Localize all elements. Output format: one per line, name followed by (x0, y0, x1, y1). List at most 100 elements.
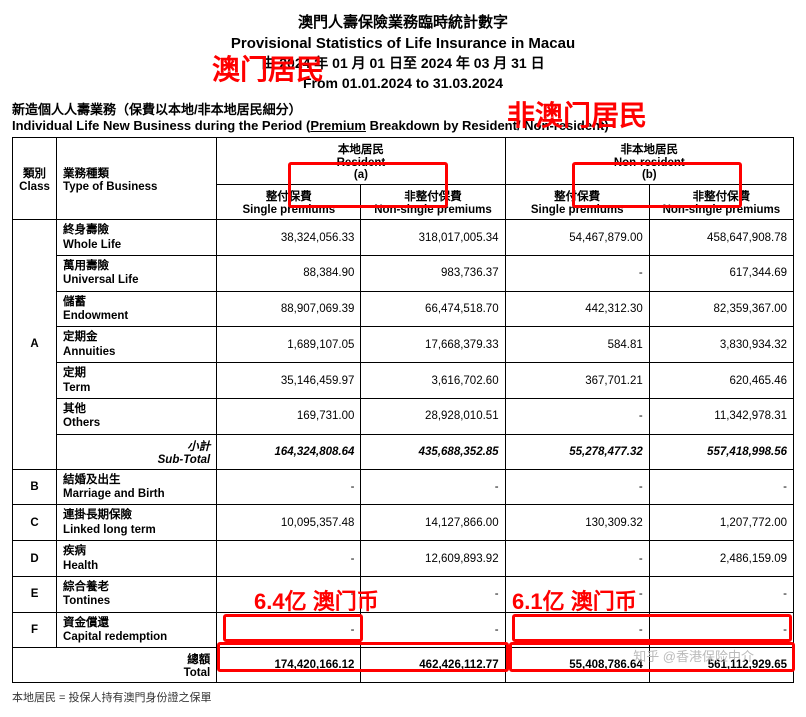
table-cell: 557,418,998.56 (649, 434, 793, 469)
table-cell: - (361, 576, 505, 612)
table-cell: - (217, 612, 361, 648)
type-cell: 終身壽險Whole Life (57, 220, 217, 256)
table-cell: - (649, 576, 793, 612)
table-row: 儲蓄Endowment88,907,069.3966,474,518.70442… (13, 291, 794, 327)
table-cell: 1,207,772.00 (649, 505, 793, 541)
table-cell: 11,342,978.31 (649, 398, 793, 434)
table-cell: 164,324,808.64 (217, 434, 361, 469)
table-cell: - (505, 398, 649, 434)
table-row: E綜合養老Tontines---- (13, 576, 794, 612)
table-cell: - (505, 576, 649, 612)
table-cell: 435,688,352.85 (361, 434, 505, 469)
table-cell: - (505, 469, 649, 505)
type-cell: 其他Others (57, 398, 217, 434)
table-row: 定期金Annuities1,689,107.0517,668,379.33584… (13, 327, 794, 363)
class-A: A (13, 220, 57, 470)
table-cell: 28,928,010.51 (361, 398, 505, 434)
table-row: A終身壽險Whole Life38,324,056.33318,017,005.… (13, 220, 794, 256)
table-cell: 983,736.37 (361, 255, 505, 291)
subheader-en: Individual Life New Business during the … (12, 118, 794, 133)
class-B: B (13, 469, 57, 505)
col-nres-nonsingle: 非整付保費Non-single premiums (649, 185, 793, 220)
table-row: 定期Term35,146,459.973,616,702.60367,701.2… (13, 363, 794, 399)
class-E: E (13, 576, 57, 612)
header: 澳門人壽保險業務臨時統計數字 Provisional Statistics of… (12, 12, 794, 93)
type-cell: 定期Term (57, 363, 217, 399)
total-label: 總額Total (13, 648, 217, 683)
table-cell: 12,609,893.92 (361, 541, 505, 577)
table-cell: 35,146,459.97 (217, 363, 361, 399)
table-cell: 17,668,379.33 (361, 327, 505, 363)
col-resident: 本地居民Resident(a) (217, 138, 505, 185)
table-cell: - (217, 576, 361, 612)
subheader-zh: 新造個人人壽業務（保費以本地/非本地居民細分） (12, 99, 794, 118)
col-nonresident: 非本地居民Non-resident(b) (505, 138, 793, 185)
table-cell: 54,467,879.00 (505, 220, 649, 256)
table-cell: 66,474,518.70 (361, 291, 505, 327)
col-res-single: 整付保費Single premiums (217, 185, 361, 220)
type-cell: 疾病Health (57, 541, 217, 577)
table-row: D疾病Health-12,609,893.92-2,486,159.09 (13, 541, 794, 577)
table-cell: 10,095,357.48 (217, 505, 361, 541)
table-cell: 458,647,908.78 (649, 220, 793, 256)
table-cell: 3,616,702.60 (361, 363, 505, 399)
col-class: 類別Class (13, 138, 57, 220)
table-cell: 82,359,367.00 (649, 291, 793, 327)
table-cell: 617,344.69 (649, 255, 793, 291)
class-F: F (13, 612, 57, 648)
table-cell: - (217, 469, 361, 505)
class-C: C (13, 505, 57, 541)
table-cell: 88,907,069.39 (217, 291, 361, 327)
table-cell: 3,830,934.32 (649, 327, 793, 363)
type-cell: 綜合養老Tontines (57, 576, 217, 612)
table-body: A終身壽險Whole Life38,324,056.33318,017,005.… (13, 220, 794, 683)
table-cell: 55,408,786.64 (505, 648, 649, 683)
table-cell: 318,017,005.34 (361, 220, 505, 256)
table-cell: 14,127,866.00 (361, 505, 505, 541)
table-cell: 584.81 (505, 327, 649, 363)
total-row: 總額Total174,420,166.12462,426,112.7755,40… (13, 648, 794, 683)
col-type: 業務種類Type of Business (57, 138, 217, 220)
type-cell: 儲蓄Endowment (57, 291, 217, 327)
table-cell: - (361, 612, 505, 648)
table-row: 萬用壽險Universal Life88,384.90983,736.37-61… (13, 255, 794, 291)
title-en: Provisional Statistics of Life Insurance… (12, 33, 794, 54)
table-cell: 367,701.21 (505, 363, 649, 399)
page: 澳門人壽保險業務臨時統計數字 Provisional Statistics of… (12, 12, 794, 705)
table-cell: 561,112,929.65 (649, 648, 793, 683)
table-cell: - (505, 255, 649, 291)
col-res-nonsingle: 非整付保費Non-single premiums (361, 185, 505, 220)
table-cell: 169,731.00 (217, 398, 361, 434)
type-cell: 定期金Annuities (57, 327, 217, 363)
table-cell: 38,324,056.33 (217, 220, 361, 256)
title-zh: 澳門人壽保險業務臨時統計數字 (12, 12, 794, 33)
subtotal-label: 小計Sub-Total (57, 434, 217, 469)
type-cell: 萬用壽險Universal Life (57, 255, 217, 291)
table-row: F資金償還Capital redemption---- (13, 612, 794, 648)
table-cell: 2,486,159.09 (649, 541, 793, 577)
class-D: D (13, 541, 57, 577)
table-cell: - (649, 612, 793, 648)
subtotal-row: 小計Sub-Total164,324,808.64435,688,352.855… (13, 434, 794, 469)
table-cell: - (505, 612, 649, 648)
period-en: From 01.01.2024 to 31.03.2024 (12, 74, 794, 94)
table-cell: 55,278,477.32 (505, 434, 649, 469)
table-cell: 1,689,107.05 (217, 327, 361, 363)
period-zh: 由 2024 年 01 月 01 日至 2024 年 03 月 31 日 (12, 54, 794, 74)
table-row: C連掛長期保險Linked long term10,095,357.4814,1… (13, 505, 794, 541)
table-cell: 462,426,112.77 (361, 648, 505, 683)
table-row: 其他Others169,731.0028,928,010.51-11,342,9… (13, 398, 794, 434)
col-nres-single: 整付保費Single premiums (505, 185, 649, 220)
table-cell: 88,384.90 (217, 255, 361, 291)
table-cell: - (217, 541, 361, 577)
table-cell: 130,309.32 (505, 505, 649, 541)
subheader-en-underlined: Premium (310, 118, 366, 133)
table-cell: - (361, 469, 505, 505)
subheader-en-pre: Individual Life New Business during the … (12, 118, 310, 133)
subheader-en-post: Breakdown by Resident/ Non-resident) (366, 118, 609, 133)
type-cell: 連掛長期保險Linked long term (57, 505, 217, 541)
table-cell: - (505, 541, 649, 577)
table-cell: 174,420,166.12 (217, 648, 361, 683)
footnote: 本地居民 = 投保人持有澳門身份證之保單 (12, 689, 794, 705)
data-table: 類別Class 業務種類Type of Business 本地居民Residen… (12, 137, 794, 683)
